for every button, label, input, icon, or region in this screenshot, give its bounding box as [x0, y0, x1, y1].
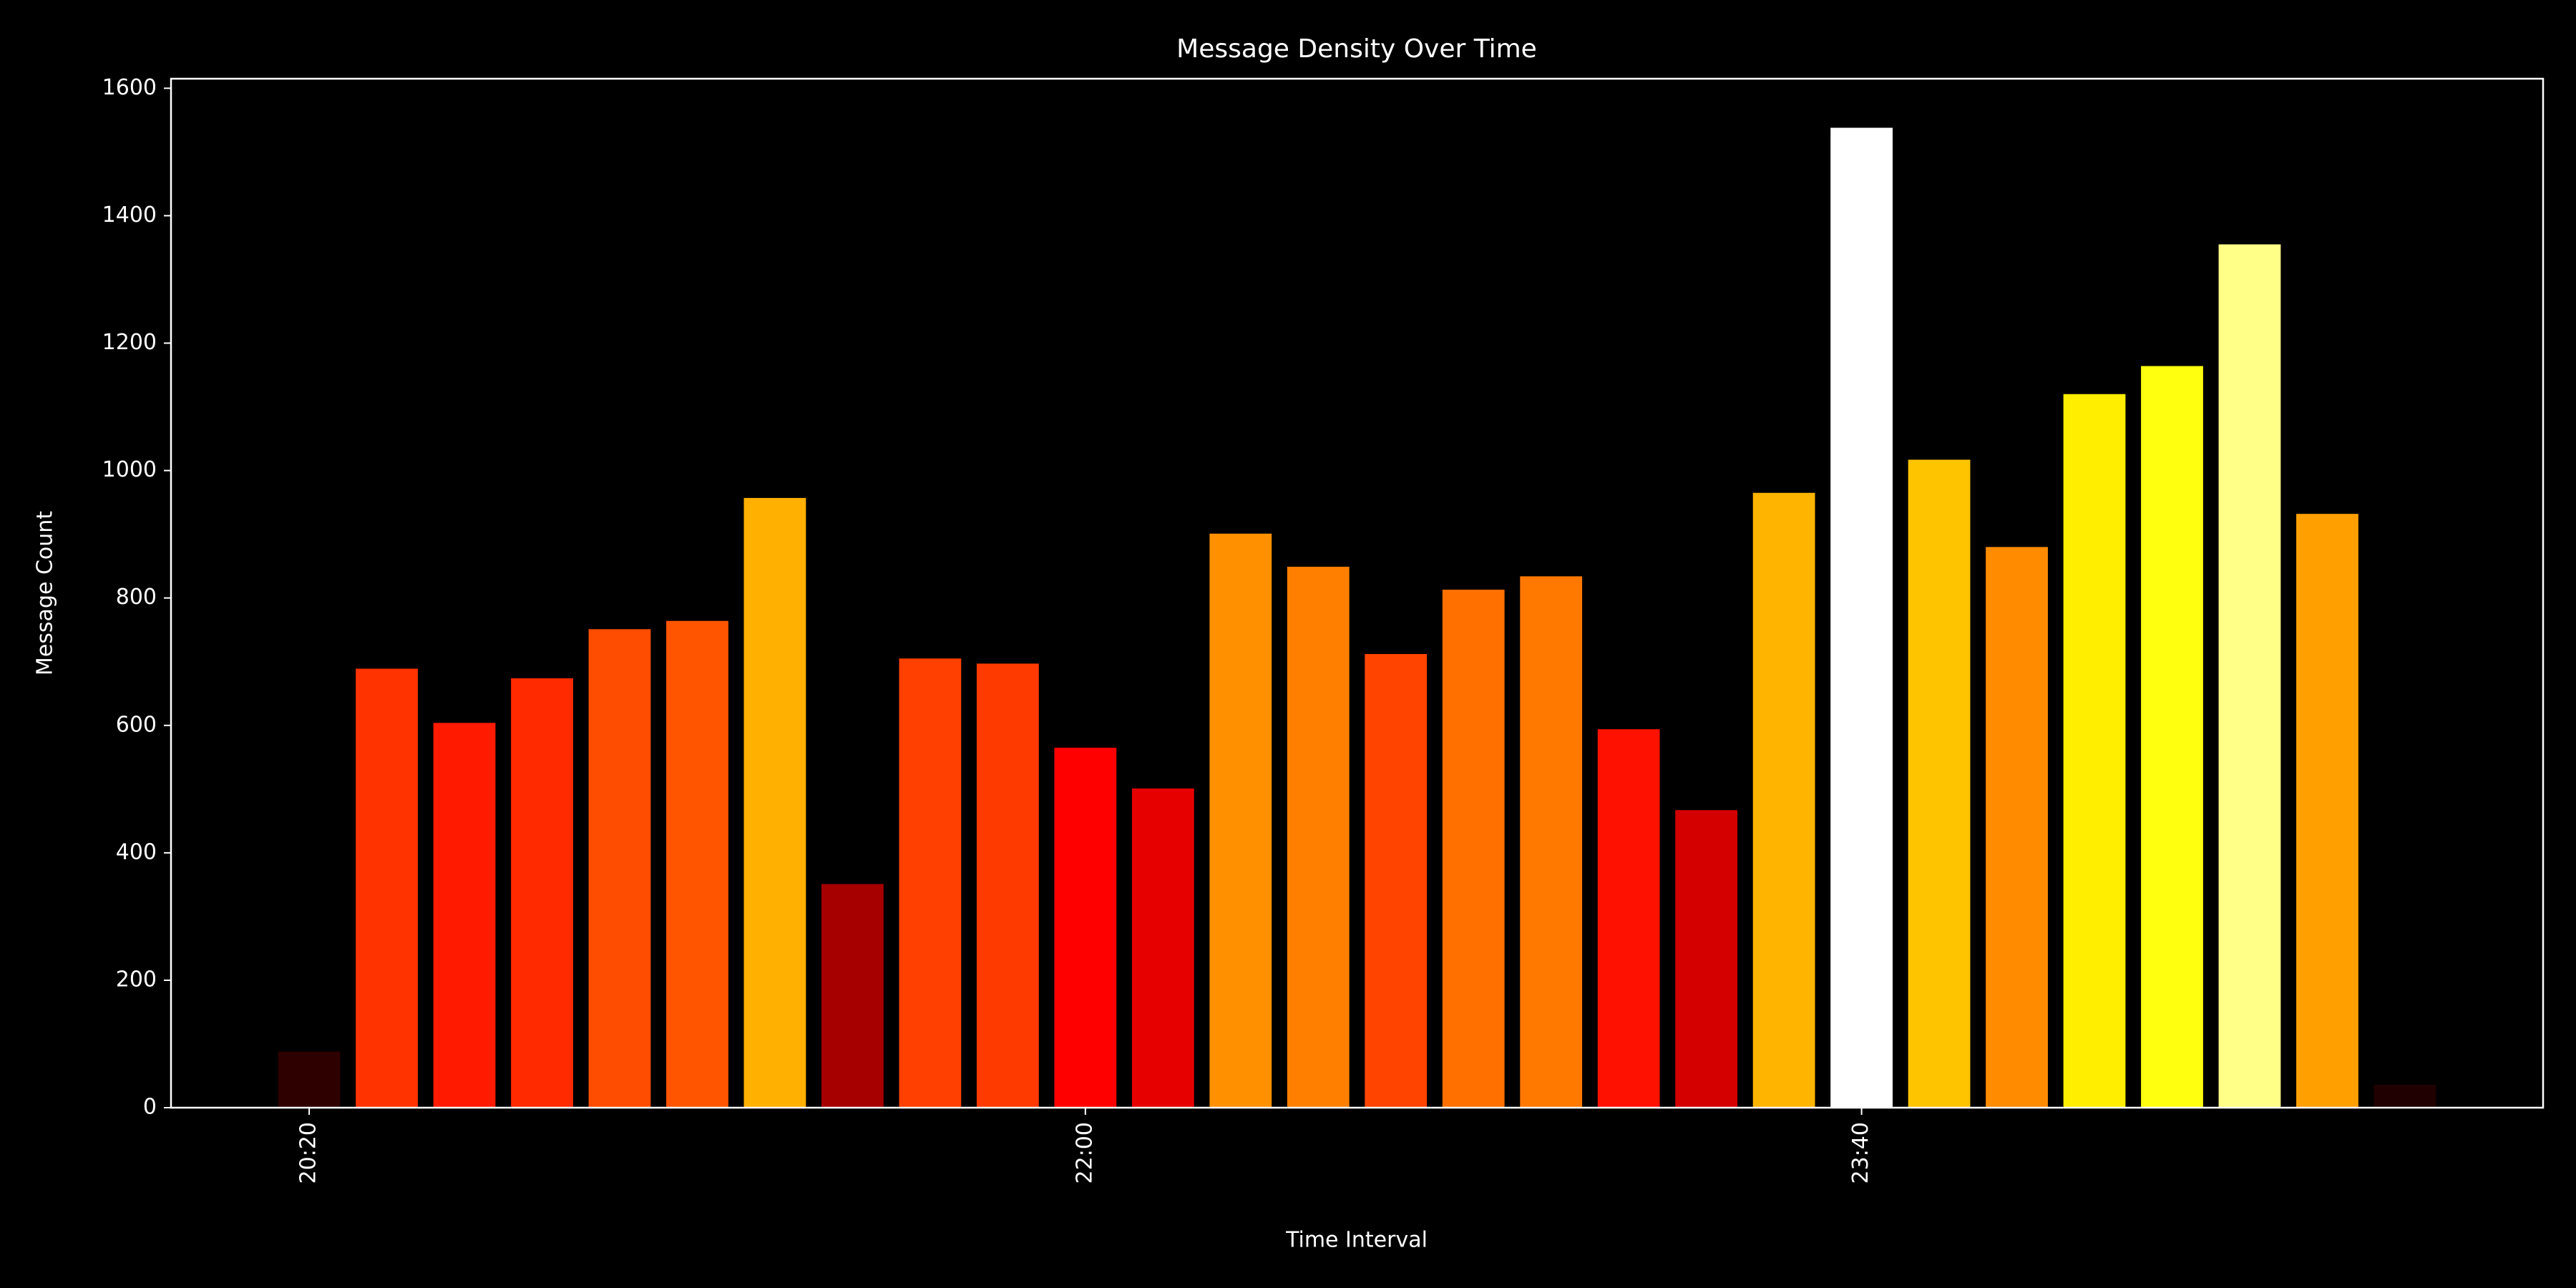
- bar: [2373, 1084, 2436, 1108]
- y-tick-label: 1400: [102, 203, 157, 228]
- y-tick-label: 1600: [102, 75, 157, 100]
- bar: [356, 668, 418, 1108]
- bar: [1830, 127, 1893, 1108]
- bar: [1520, 576, 1583, 1108]
- x-axis-label: Time Interval: [1285, 1228, 1428, 1253]
- y-tick-label: 600: [116, 712, 157, 737]
- x-tick-label: 20:20: [296, 1122, 321, 1184]
- bar: [1908, 459, 1971, 1108]
- x-tick-label: 22:00: [1072, 1122, 1097, 1184]
- bar: [278, 1051, 341, 1108]
- bar: [2141, 366, 2203, 1108]
- bar: [1209, 533, 1272, 1108]
- bar: [1131, 788, 1194, 1108]
- bar: [1442, 590, 1505, 1108]
- bar: [433, 723, 496, 1108]
- bar: [743, 497, 806, 1108]
- bar: [588, 629, 651, 1108]
- bar: [821, 884, 884, 1108]
- bar: [1752, 492, 1815, 1108]
- y-axis-label: Message Count: [33, 511, 58, 675]
- bar: [2218, 244, 2281, 1108]
- chart-title: Message Density Over Time: [1176, 34, 1537, 64]
- bar: [2063, 394, 2126, 1108]
- bar: [1597, 729, 1660, 1108]
- bar: [1986, 547, 2048, 1108]
- bar: [1365, 654, 1428, 1108]
- bar: [2296, 514, 2358, 1108]
- y-tick-label: 1200: [102, 330, 157, 355]
- bar: [1675, 810, 1738, 1108]
- y-tick-label: 200: [116, 967, 157, 992]
- y-tick-label: 1000: [102, 457, 157, 482]
- y-tick-label: 400: [116, 839, 157, 864]
- bar: [511, 678, 573, 1108]
- bar: [1054, 747, 1117, 1108]
- x-tick-label: 23:40: [1848, 1122, 1873, 1184]
- plot-frame: [170, 77, 2545, 1109]
- bar: [666, 620, 728, 1108]
- bar: [1287, 567, 1350, 1108]
- y-tick-label: 0: [143, 1095, 157, 1120]
- bar: [976, 663, 1039, 1108]
- bar: [899, 658, 962, 1108]
- y-tick-label: 800: [116, 585, 157, 610]
